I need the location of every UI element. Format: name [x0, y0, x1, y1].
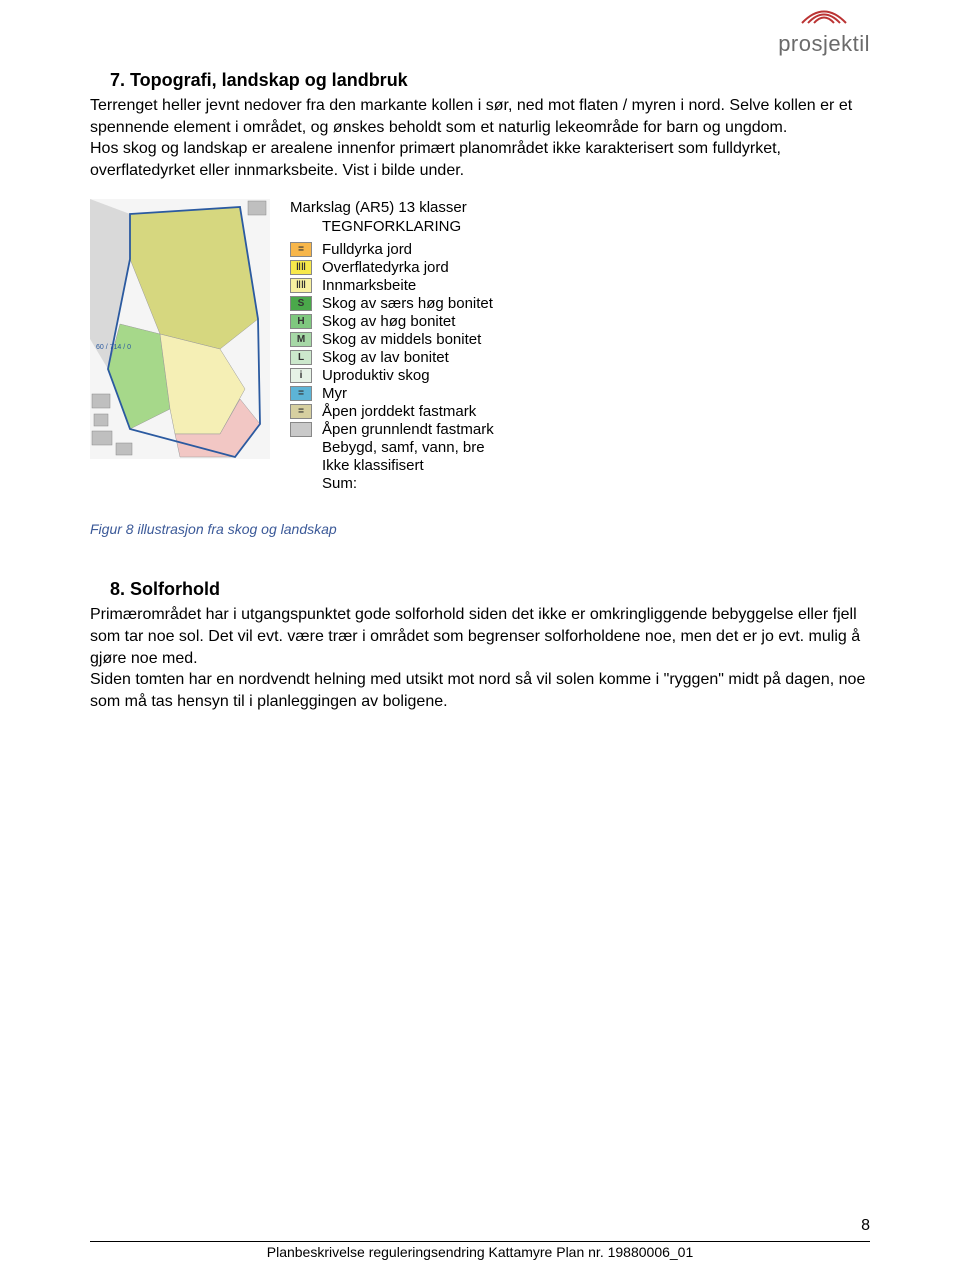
legend-swatch: = [290, 404, 312, 419]
page-number: 8 [861, 1217, 870, 1235]
legend-label: Skog av lav bonitet [322, 349, 449, 366]
legend-row: H Skog av høg bonitet [290, 313, 494, 330]
legend-label: Åpen jorddekt fastmark [322, 403, 476, 420]
map-illustration: 60 / 714 / 0 [90, 199, 270, 459]
legend-swatch: H [290, 314, 312, 329]
svg-text:60 / 714 / 0: 60 / 714 / 0 [96, 344, 131, 351]
legend-row: i Uproduktiv skog [290, 367, 494, 384]
legend-swatch: ǁǁ [290, 278, 312, 293]
legend-label: Myr [322, 385, 347, 402]
legend-row: Åpen grunnlendt fastmark [290, 421, 494, 438]
legend-row: ǁǁ Innmarksbeite [290, 277, 494, 294]
section-7-heading: 7. Topografi, landskap og landbruk [90, 70, 870, 91]
section-8-heading: 8. Solforhold [90, 579, 870, 600]
legend-row: M Skog av middels bonitet [290, 331, 494, 348]
legend-swatch: M [290, 332, 312, 347]
legend-label: Ikke klassifisert [322, 457, 424, 474]
legend-swatch: = [290, 386, 312, 401]
legend-label: Åpen grunnlendt fastmark [322, 421, 494, 438]
legend-label: Uproduktiv skog [322, 367, 430, 384]
legend-title: Markslag (AR5) 13 klasser [290, 199, 494, 216]
legend-label: Innmarksbeite [322, 277, 416, 294]
legend-row: = Fulldyrka jord [290, 241, 494, 258]
legend-subtitle: TEGNFORKLARING [290, 218, 494, 235]
legend: Markslag (AR5) 13 klasser TEGNFORKLARING… [290, 199, 494, 493]
legend-swatch: L [290, 350, 312, 365]
legend-row: ǁǁ Overflatedyrka jord [290, 259, 494, 276]
legend-row: Sum: [290, 475, 494, 492]
section-7-paragraph: Terrenget heller jevnt nedover fra den m… [90, 95, 870, 181]
legend-swatch: ǁǁ [290, 260, 312, 275]
legend-row: L Skog av lav bonitet [290, 349, 494, 366]
legend-row: Ikke klassifisert [290, 457, 494, 474]
legend-swatch: i [290, 368, 312, 383]
footer-text: Planbeskrivelse reguleringsendring Katta… [90, 1244, 870, 1260]
legend-row: S Skog av særs høg bonitet [290, 295, 494, 312]
legend-label: Overflatedyrka jord [322, 259, 449, 276]
legend-row: = Åpen jorddekt fastmark [290, 403, 494, 420]
legend-label: Sum: [322, 475, 357, 492]
legend-swatch [290, 422, 312, 437]
section-8-paragraph: Primærområdet har i utgangspunktet gode … [90, 604, 870, 712]
logo-arcs-icon [794, 6, 854, 24]
company-logo: prosjektil [778, 6, 870, 57]
page-footer: 8 Planbeskrivelse reguleringsendring Kat… [90, 1241, 870, 1260]
legend-label: Skog av middels bonitet [322, 331, 481, 348]
legend-label: Bebygd, samf, vann, bre [322, 439, 485, 456]
figure-row: 60 / 714 / 0 Markslag (AR5) 13 klasser T… [90, 199, 870, 493]
legend-label: Skog av høg bonitet [322, 313, 455, 330]
legend-row: = Myr [290, 385, 494, 402]
legend-row: Bebygd, samf, vann, bre [290, 439, 494, 456]
legend-label: Fulldyrka jord [322, 241, 412, 258]
legend-label: Skog av særs høg bonitet [322, 295, 493, 312]
legend-swatch: S [290, 296, 312, 311]
figure-caption: Figur 8 illustrasjon fra skog og landska… [90, 521, 870, 537]
logo-text: prosjektil [778, 31, 870, 57]
legend-swatch: = [290, 242, 312, 257]
